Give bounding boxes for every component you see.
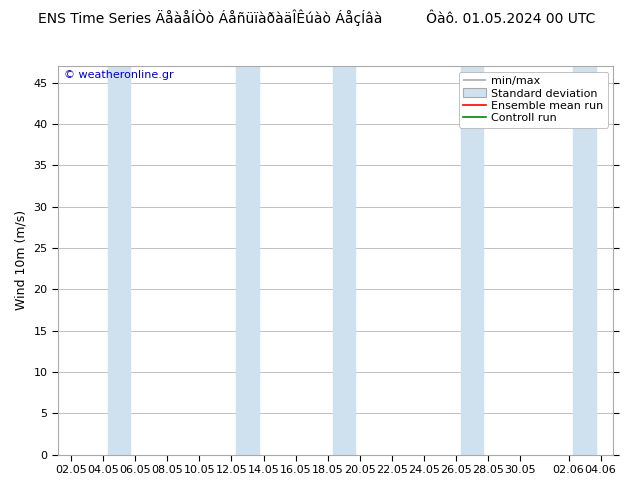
Bar bbox=[573, 66, 596, 455]
Bar bbox=[236, 66, 259, 455]
Y-axis label: Wind 10m (m/s): Wind 10m (m/s) bbox=[15, 210, 28, 310]
Bar bbox=[333, 66, 355, 455]
Bar bbox=[108, 66, 131, 455]
Bar bbox=[461, 66, 484, 455]
Text: © weatheronline.gr: © weatheronline.gr bbox=[63, 70, 173, 80]
Legend: min/max, Standard deviation, Ensemble mean run, Controll run: min/max, Standard deviation, Ensemble me… bbox=[459, 72, 608, 128]
Text: ENS Time Series ÄåàåÍÒò ÁåñüïàðàäÎÊúàò ÁåçÍâà          Ôàô. 01.05.2024 00 UTC: ENS Time Series ÄåàåÍÒò ÁåñüïàðàäÎÊúàò Á… bbox=[38, 10, 596, 26]
